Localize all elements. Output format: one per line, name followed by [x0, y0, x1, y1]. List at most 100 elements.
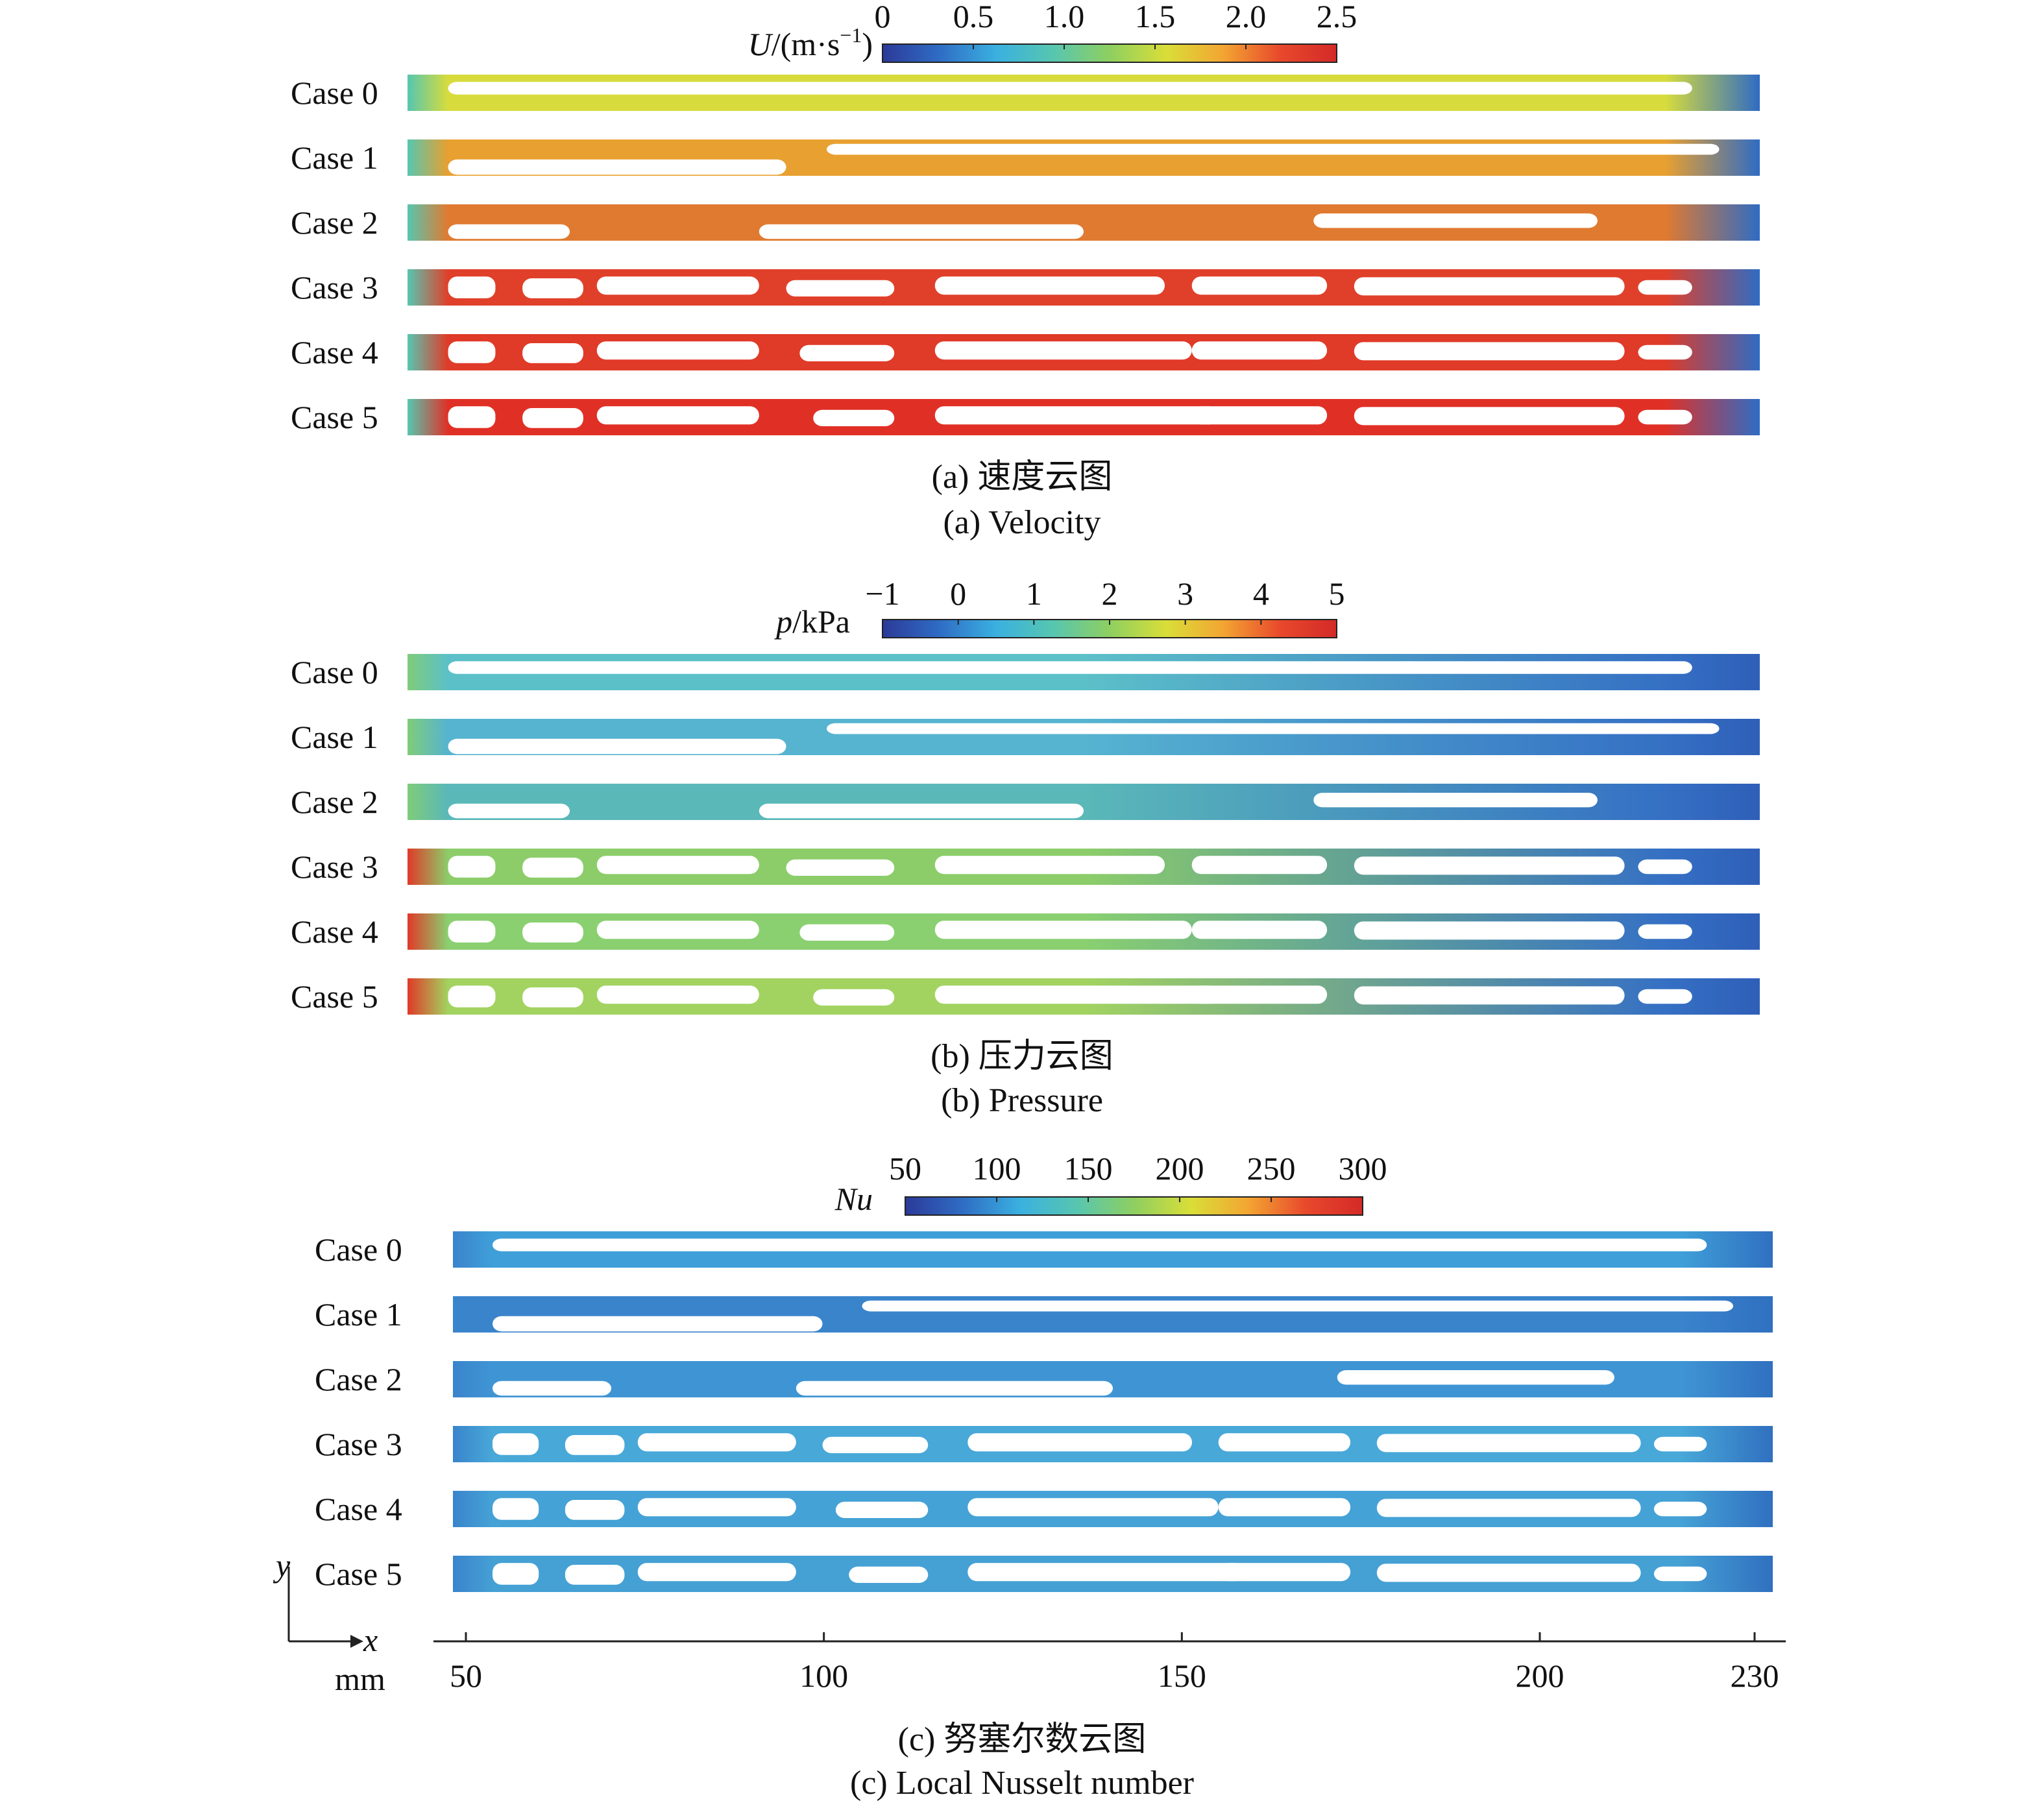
solid-island — [934, 985, 1219, 1004]
solid-island — [967, 1433, 1193, 1452]
solid-island — [796, 1381, 1113, 1396]
case-label: Case 1 — [315, 1296, 402, 1333]
colorbar-tick-label: 5 — [1329, 575, 1345, 612]
solid-island — [967, 1563, 1245, 1582]
colorbar-tick-label: 3 — [1177, 575, 1193, 612]
solid-island — [827, 143, 1720, 155]
solid-island — [827, 723, 1720, 734]
colorbar-tick-label: 200 — [1156, 1150, 1204, 1187]
caption-cn: (c) 努塞尔数云图 — [898, 1721, 1147, 1758]
solid-island — [1218, 1563, 1351, 1582]
solid-island — [565, 1565, 625, 1585]
case-strip — [408, 654, 1760, 690]
solid-island — [1191, 406, 1328, 425]
caption-cn: (b) 压力云图 — [931, 1038, 1113, 1075]
case-strip — [408, 849, 1760, 885]
solid-island — [759, 224, 1084, 239]
solid-island — [1354, 856, 1625, 875]
case-strip — [408, 399, 1760, 435]
x-axis-unit: mm — [335, 1661, 385, 1697]
solid-island — [565, 1500, 625, 1520]
x-axis-tick-label: 50 — [450, 1658, 482, 1694]
solid-island — [1354, 986, 1625, 1005]
solid-island — [637, 1433, 796, 1452]
solid-island — [522, 408, 583, 428]
solid-island — [1191, 276, 1328, 295]
case-label: Case 1 — [291, 139, 378, 176]
colorbar-tick-label: 300 — [1339, 1150, 1387, 1187]
solid-island — [522, 278, 583, 298]
solid-island — [448, 276, 496, 298]
case-label: Case 5 — [291, 399, 378, 435]
solid-island — [493, 1381, 612, 1396]
case-label: Case 2 — [291, 204, 378, 241]
solid-island — [448, 82, 1692, 95]
panel-pressure: p/kPa −1 0 1 2 3 4 5 Case 0 Case 1 Case 2 Case 3 Cas… — [291, 575, 1760, 1119]
solid-island — [1376, 1563, 1641, 1582]
solid-island — [1354, 277, 1625, 296]
solid-island — [759, 803, 1084, 819]
solid-island — [448, 856, 496, 878]
colorbar-title: Nu — [834, 1181, 873, 1217]
solid-island — [448, 406, 496, 428]
caption-en: (b) Pressure — [941, 1082, 1103, 1119]
x-axis-tick-label: 150 — [1158, 1658, 1206, 1694]
solid-island — [1376, 1499, 1641, 1517]
solid-island — [1191, 856, 1328, 875]
solid-island — [522, 343, 583, 363]
solid-island — [1638, 989, 1692, 1004]
colorbar — [882, 43, 1337, 63]
solid-island — [448, 803, 570, 819]
colorbar-tick-label: 4 — [1253, 575, 1269, 612]
colorbar-title-unit: /kPa — [792, 603, 850, 640]
solid-island — [493, 1433, 539, 1455]
colorbar-title-symbol: Nu — [834, 1181, 873, 1217]
caption-cn: (a) 速度云图 — [932, 459, 1113, 496]
solid-island — [448, 224, 570, 239]
case-label: Case 0 — [291, 654, 378, 690]
solid-island — [1218, 1498, 1351, 1517]
case-label: Case 0 — [315, 1231, 402, 1268]
case-strip — [408, 75, 1760, 111]
solid-island — [799, 344, 895, 361]
case-label: Case 1 — [291, 719, 378, 755]
colorbar-tick-label: 50 — [889, 1150, 921, 1187]
colorbar-tick-label: 1.0 — [1044, 0, 1085, 34]
case-strip — [453, 1491, 1773, 1527]
x-axis-tick-label: 100 — [799, 1658, 848, 1694]
solid-island — [522, 987, 583, 1008]
axis-y-label: y — [273, 1547, 291, 1584]
caption-en: (a) Velocity — [943, 504, 1101, 541]
solid-island — [849, 1566, 929, 1583]
case-label: Case 5 — [291, 978, 378, 1015]
colorbar-title: p/kPa — [774, 603, 850, 640]
case-strip — [453, 1231, 1773, 1268]
solid-island — [1354, 921, 1625, 940]
case-strip — [408, 719, 1760, 755]
solid-island — [1191, 985, 1328, 1004]
colorbar-title-symbol: U — [748, 26, 773, 62]
solid-island — [1354, 407, 1625, 426]
case-label: Case 4 — [315, 1491, 402, 1527]
solid-island — [934, 341, 1192, 360]
case-label: Case 3 — [291, 269, 378, 306]
solid-island — [813, 409, 895, 426]
case-strip — [408, 784, 1760, 820]
case-label: Case 3 — [315, 1426, 402, 1462]
solid-island — [448, 661, 1692, 674]
solid-island — [1354, 342, 1625, 361]
solid-island — [637, 1563, 796, 1582]
solid-island — [448, 921, 496, 943]
colorbar-tick-label: 2 — [1102, 575, 1118, 612]
solid-island — [1638, 280, 1692, 295]
solid-island — [1653, 1566, 1707, 1582]
solid-island — [1638, 859, 1692, 875]
solid-island — [596, 276, 759, 295]
solid-island — [448, 341, 496, 363]
case-label: Case 2 — [315, 1361, 402, 1397]
case-strip — [453, 1556, 1773, 1592]
case-strip — [408, 139, 1760, 176]
case-label: Case 3 — [291, 849, 378, 885]
axis-x-label: x — [363, 1622, 378, 1658]
